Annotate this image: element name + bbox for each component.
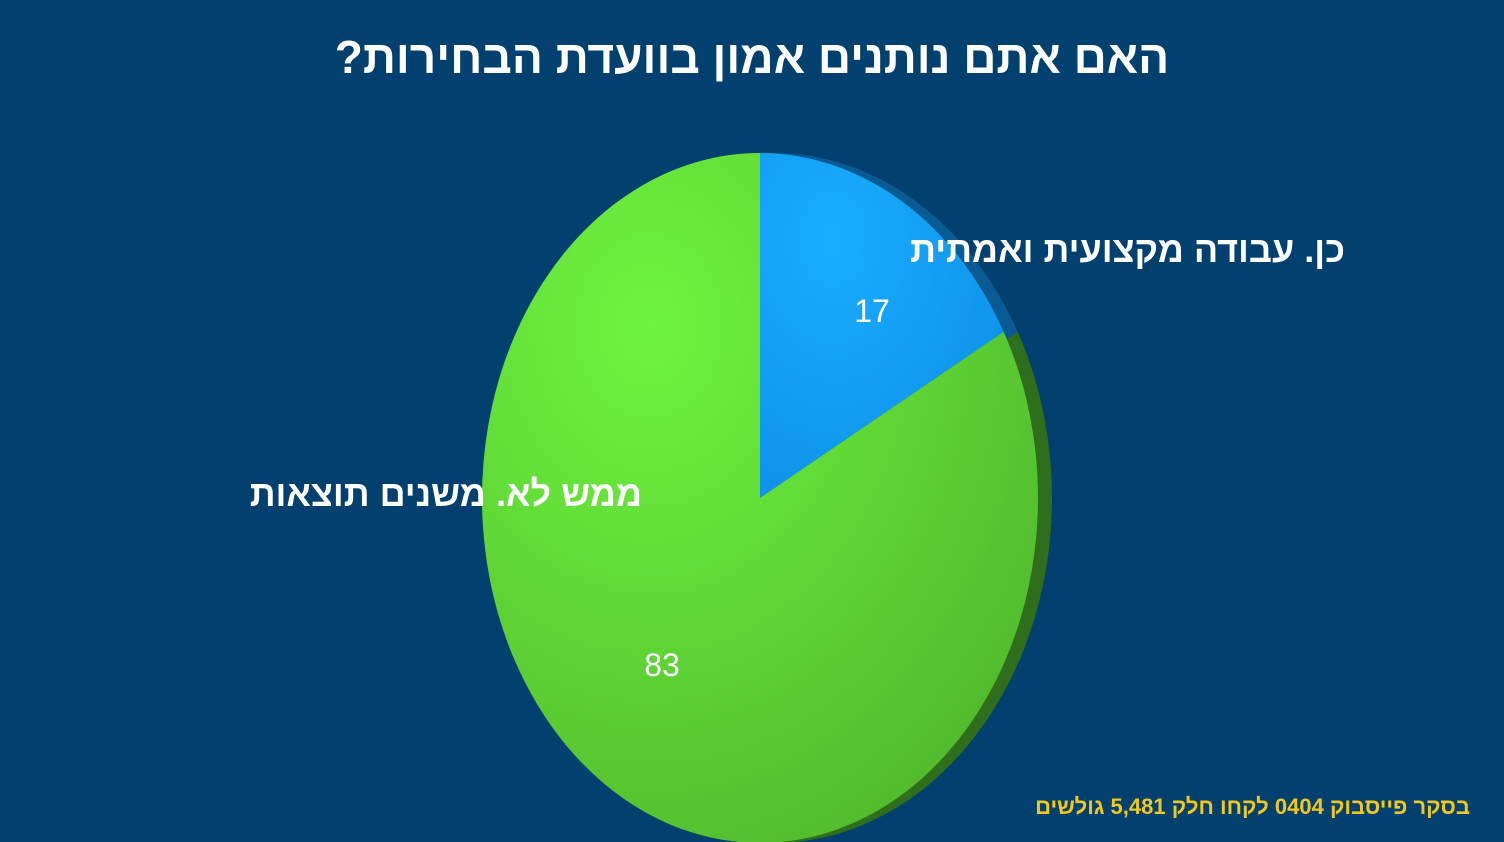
pie-slice-1[interactable] (482, 153, 1038, 842)
slice-value-label-1: 83 (644, 647, 680, 683)
chart-title: האם אתם נותנים אמון בוועדת הבחירות? (334, 31, 1170, 83)
survey-footnote: בסקר פייסבוק 0404 לקחו חלק 5,481 גולשים (1035, 794, 1470, 819)
pie-slice-0[interactable] (760, 153, 1004, 498)
slice-category-label-0: כן. עבודה מקצועית ואמתית (910, 229, 1345, 270)
slice-category-label-1: ממש לא. משנים תוצאות (250, 473, 642, 514)
slice-value-label-0: 17 (854, 293, 890, 329)
